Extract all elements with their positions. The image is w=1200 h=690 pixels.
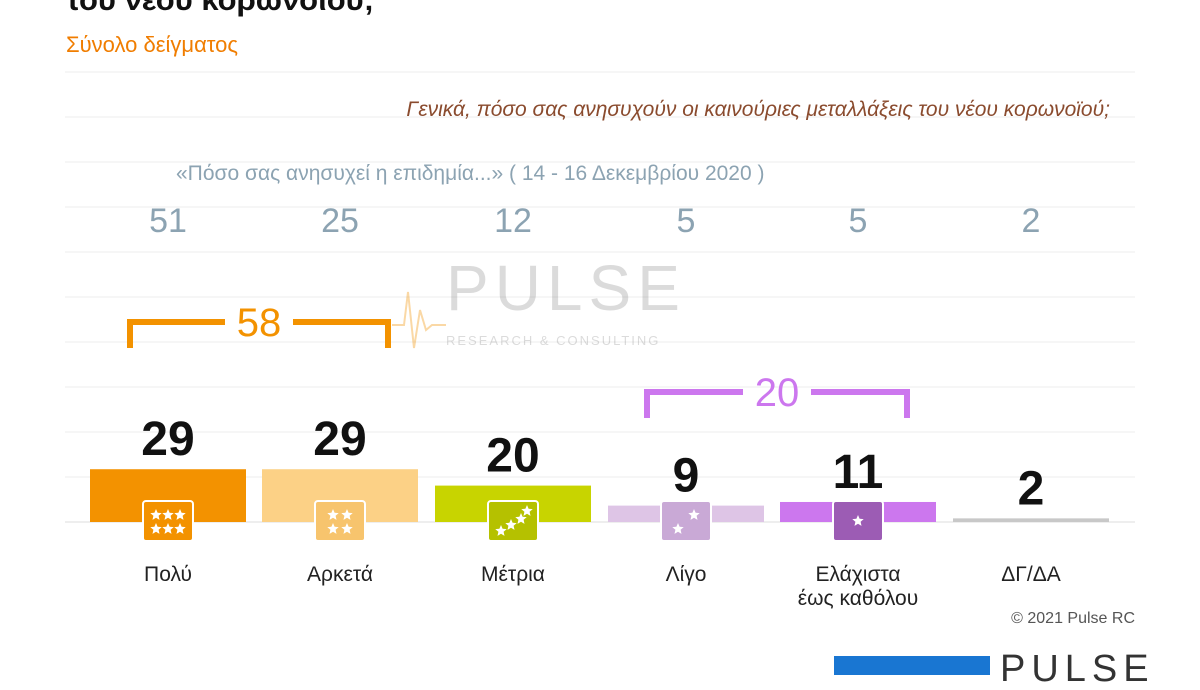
group-bracket-left	[644, 389, 743, 418]
bar-value-label: 9	[673, 450, 700, 503]
watermark-brand: PULSE	[446, 252, 686, 324]
two-stars-icon	[314, 500, 366, 542]
previous-value-label: 51	[149, 202, 187, 240]
watermark-tagline: RESEARCH & CONSULTING	[446, 333, 660, 348]
group-bracket-left	[127, 319, 225, 348]
category-icons	[142, 500, 884, 542]
previous-value-label: 25	[321, 202, 359, 240]
three-stars-icon	[142, 500, 194, 542]
bar-value-label: 11	[833, 446, 884, 499]
category-label: Αρκετά	[307, 563, 373, 586]
group-total-label: 20	[755, 371, 800, 415]
category-label: Πολύ	[144, 563, 192, 586]
group-bracket-right	[811, 389, 910, 418]
category-label: Ελάχιστα	[815, 563, 900, 586]
copyright-note: © 2021 Pulse RC	[1011, 610, 1135, 627]
value-labels: 29 29 20 9 11 2	[141, 413, 1044, 515]
category-label: Λίγο	[666, 563, 707, 586]
bar-value-label: 29	[141, 413, 194, 466]
bar-value-label: 2	[1018, 462, 1045, 515]
previous-value-label: 12	[494, 202, 532, 240]
category-label: ΔΓ/ΔΑ	[1001, 563, 1060, 586]
bar-value-label: 29	[313, 413, 366, 466]
footer-pulse-logo: PULSE	[1000, 648, 1155, 690]
previous-value-label: 5	[849, 202, 868, 240]
group-bracket-right	[293, 319, 391, 348]
bar-chart: PULSE RESEARCH & CONSULTING 51 25 12 5 5 2 58…	[65, 71, 1135, 610]
footer-partner-logo	[834, 656, 990, 675]
pulse-watermark: PULSE RESEARCH & CONSULTING	[392, 252, 686, 349]
bar	[953, 518, 1109, 522]
one-star-icon	[832, 500, 884, 542]
chart-title: του νέου κορωνοϊού;	[66, 0, 374, 18]
survey-question: Γενικά, πόσο σας ανησυχούν οι καινούριες…	[406, 98, 1110, 121]
bar-value-label: 20	[486, 430, 539, 483]
category-label: έως καθόλου	[798, 587, 918, 610]
previous-value-label: 2	[1022, 202, 1041, 240]
previous-value-label: 5	[677, 202, 696, 240]
chart-subtitle: Σύνολο δείγματος	[66, 32, 239, 57]
group-total-label: 58	[237, 301, 282, 345]
rising-stars-icon	[487, 500, 539, 542]
watermark-pulse-line	[392, 291, 446, 349]
few-stars-icon	[660, 500, 712, 542]
previous-survey-caption: «Πόσο σας ανησυχεί η επιδημία...» ( 14 -…	[176, 162, 765, 185]
group-brackets: 58 20	[127, 301, 910, 418]
category-label: Μέτρια	[481, 563, 545, 586]
previous-values: 51 25 12 5 5 2	[149, 202, 1040, 240]
